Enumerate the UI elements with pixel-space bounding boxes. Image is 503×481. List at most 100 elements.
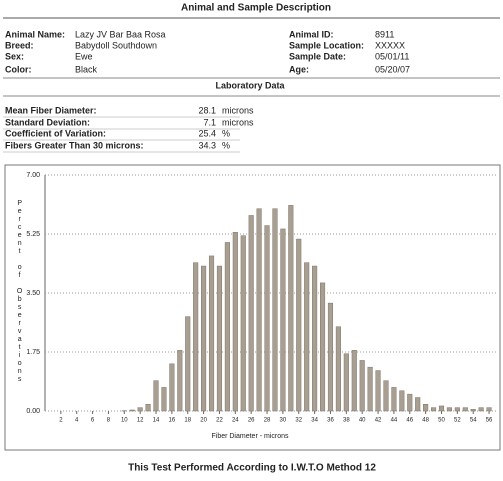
field-label: Sample Location: xyxy=(289,40,364,50)
bar xyxy=(335,326,341,412)
x-tick-label: 42 xyxy=(375,418,382,424)
lab-title: Laboratory Data xyxy=(215,80,285,90)
x-tick-label: 14 xyxy=(153,418,160,424)
lab-label: Fibers Greater Than 30 microns: xyxy=(5,140,144,150)
x-tick-label: 46 xyxy=(406,418,413,424)
lab-value: 25.4 xyxy=(198,128,216,138)
field-value: Babydoll Southdown xyxy=(75,40,157,50)
x-tick-label: 12 xyxy=(137,418,144,424)
field-value: Ewe xyxy=(75,51,93,61)
bar xyxy=(478,407,484,412)
bar xyxy=(312,265,318,412)
bar xyxy=(288,205,294,412)
bar xyxy=(161,387,167,412)
bar xyxy=(280,228,286,412)
chart-frame xyxy=(4,164,501,451)
bar xyxy=(169,363,175,412)
x-tick-label: 24 xyxy=(232,418,239,424)
bar xyxy=(438,405,445,412)
y-tick-label: 7.00 xyxy=(26,172,40,179)
bar xyxy=(208,255,215,412)
lab-value: 34.3 xyxy=(198,140,216,150)
bar xyxy=(224,242,230,412)
bar xyxy=(185,316,191,412)
x-tick-label: 38 xyxy=(343,418,350,424)
bar xyxy=(304,262,310,412)
field-value: Lazy JV Bar Baa Rosa xyxy=(75,29,166,39)
x-tick-label: 22 xyxy=(216,418,223,424)
x-tick-label: 52 xyxy=(454,418,461,424)
x-tick-label: 28 xyxy=(264,418,271,424)
lab-value: 28.1 xyxy=(198,105,216,115)
x-tick-label: 40 xyxy=(359,418,366,424)
x-tick-label: 2 xyxy=(59,418,63,424)
x-tick-label: 34 xyxy=(311,418,318,424)
y-tick-label: 0.00 xyxy=(26,408,40,415)
field-value: Black xyxy=(75,64,98,74)
bar xyxy=(367,366,373,412)
x-tick-label: 44 xyxy=(391,418,398,424)
bar xyxy=(319,282,326,412)
y-axis-label: Percent of Observations xyxy=(16,200,23,384)
bar xyxy=(462,407,468,412)
bar xyxy=(343,353,349,412)
bar xyxy=(359,360,365,412)
x-tick-label: 10 xyxy=(121,418,128,424)
field-label: Color: xyxy=(5,64,32,74)
bar xyxy=(431,407,437,412)
bar xyxy=(272,208,278,412)
bar xyxy=(407,393,413,412)
field-label: Breed: xyxy=(5,40,34,50)
bar xyxy=(296,238,302,412)
lab-label: Coefficient of Variation: xyxy=(5,128,106,138)
lab-unit: microns xyxy=(222,117,254,127)
lab-label: Mean Fiber Diameter: xyxy=(5,105,97,115)
field-label: Sample Date: xyxy=(289,51,346,61)
bar xyxy=(248,215,254,412)
bar xyxy=(454,407,460,412)
bar xyxy=(256,208,262,412)
x-tick-label: 6 xyxy=(91,418,95,424)
bar xyxy=(423,404,429,412)
x-tick-label: 36 xyxy=(327,418,334,424)
field-value: 8911 xyxy=(375,29,394,39)
bar xyxy=(375,370,381,412)
field-value: XXXXX xyxy=(375,40,405,50)
x-tick-label: 56 xyxy=(486,418,493,424)
bar xyxy=(486,407,492,412)
x-tick-label: 50 xyxy=(438,418,445,424)
bar xyxy=(446,407,452,412)
field-label: Sex: xyxy=(5,51,24,61)
x-tick-label: 8 xyxy=(107,418,111,424)
x-tick-label: 32 xyxy=(295,418,302,424)
bar xyxy=(383,380,389,412)
field-label: Animal Name: xyxy=(5,29,65,39)
lab-value: 7.1 xyxy=(203,117,216,127)
x-tick-label: 16 xyxy=(169,418,176,424)
lab-unit: microns xyxy=(222,105,254,115)
lab-label: Standard Deviation: xyxy=(5,117,90,127)
y-tick-label: 1.75 xyxy=(26,349,40,356)
bar xyxy=(327,302,334,412)
bar xyxy=(391,387,397,412)
x-tick-label: 26 xyxy=(248,418,255,424)
field-value: 05/20/07 xyxy=(375,64,410,74)
x-axis-label: Fiber Diameter - microns xyxy=(211,433,289,440)
bar xyxy=(351,350,357,412)
report-title: Animal and Sample Description xyxy=(181,3,331,14)
field-label: Age: xyxy=(289,64,309,74)
x-tick-label: 54 xyxy=(470,418,477,424)
bar xyxy=(470,409,476,412)
field-label: Animal ID: xyxy=(289,29,334,39)
lab-unit: % xyxy=(222,128,230,138)
x-tick-label: 48 xyxy=(422,418,429,424)
footer: This Test Performed According to I.W.T.O… xyxy=(128,463,376,474)
bar xyxy=(137,407,143,412)
bar xyxy=(129,409,135,412)
bar xyxy=(145,404,151,412)
y-tick-label: 3.50 xyxy=(26,290,40,297)
bar xyxy=(193,262,199,412)
lab-unit: % xyxy=(222,140,230,150)
bar xyxy=(216,265,223,412)
